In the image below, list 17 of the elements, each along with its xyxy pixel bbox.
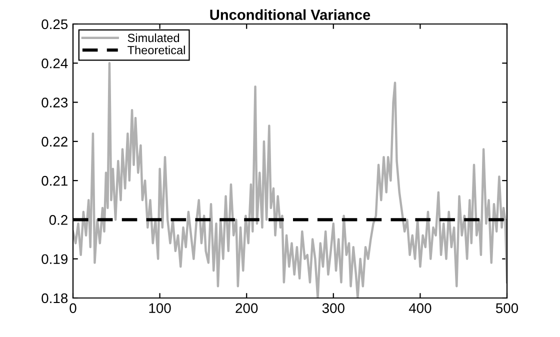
x-tick-label: 300 bbox=[322, 303, 344, 314]
x-tick-label: 0 bbox=[70, 303, 76, 314]
x-tick-label: 500 bbox=[496, 303, 518, 314]
legend-label: Simulated bbox=[128, 33, 180, 42]
y-tick-label: 0.21 bbox=[42, 176, 68, 186]
x-tick-label: 400 bbox=[408, 303, 432, 314]
y-tick-label: 0.19 bbox=[42, 254, 68, 264]
chart-title: Unconditional Variance bbox=[210, 9, 370, 20]
x-tick-label: 200 bbox=[236, 303, 258, 314]
y-tick-label: 0.23 bbox=[42, 98, 68, 108]
x-tick-label: 100 bbox=[149, 303, 171, 314]
y-tick-label: 0.2 bbox=[49, 215, 68, 225]
y-tick-label: 0.24 bbox=[42, 58, 68, 68]
y-tick-label: 0.25 bbox=[42, 19, 68, 30]
y-tick-label: 0.18 bbox=[42, 293, 68, 304]
legend-label: Theoretical bbox=[128, 46, 185, 54]
y-tick-label: 0.22 bbox=[42, 136, 68, 147]
